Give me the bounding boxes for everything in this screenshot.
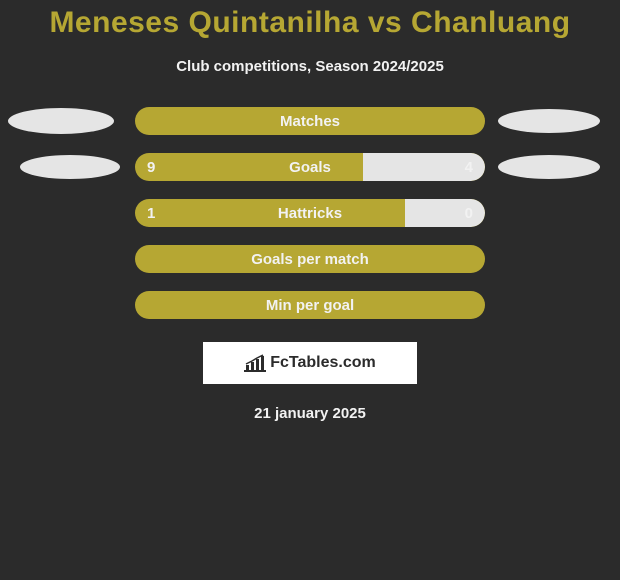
stat-row: Hattricks1 0: [0, 199, 620, 227]
stat-rows: Matches Goals9 4 Hattricks1 0 Goals per match…: [0, 107, 620, 319]
stat-label: Goals: [135, 159, 485, 176]
stat-bar: Min per goal: [135, 291, 485, 319]
stat-row: Min per goal: [0, 291, 620, 319]
comparison-title: Meneses Quintanilha vs Chanluang: [0, 6, 620, 40]
stat-label: Min per goal: [135, 297, 485, 314]
stat-bar: Goals9 4: [135, 153, 485, 181]
stat-value-left: 1: [147, 205, 155, 222]
stat-label: Goals per match: [135, 251, 485, 268]
stat-bar: Hattricks1 0: [135, 199, 485, 227]
fctables-icon: [244, 354, 266, 372]
infographic-container: Meneses Quintanilha vs Chanluang Club co…: [0, 0, 620, 580]
stat-value-right: 4: [465, 159, 473, 176]
player-marker-right: [498, 109, 600, 133]
stat-row: Matches: [0, 107, 620, 135]
player-marker-left: [8, 108, 114, 134]
stat-bar: Matches: [135, 107, 485, 135]
stat-row: Goals per match: [0, 245, 620, 273]
player-marker-right: [498, 155, 600, 179]
stat-value-left: 9: [147, 159, 155, 176]
stat-row: Goals9 4: [0, 153, 620, 181]
player-marker-left: [20, 155, 120, 179]
stat-bar: Goals per match: [135, 245, 485, 273]
season-subtitle: Club competitions, Season 2024/2025: [0, 58, 620, 75]
footer-date: 21 january 2025: [0, 405, 620, 422]
logo-box: FcTables.com: [202, 341, 418, 385]
stat-label: Matches: [135, 113, 485, 130]
stat-value-right: 0: [465, 205, 473, 222]
stat-label: Hattricks: [135, 205, 485, 222]
logo-text: FcTables.com: [270, 354, 376, 372]
